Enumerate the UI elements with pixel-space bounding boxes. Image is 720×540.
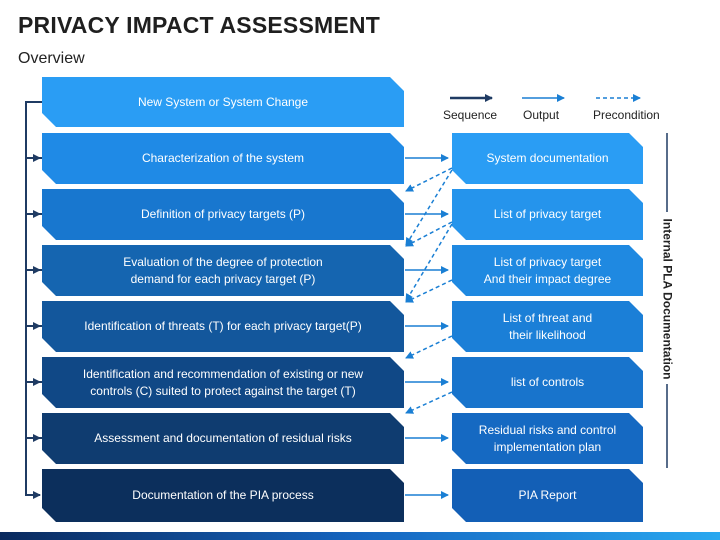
output-label: List of privacy target (493, 207, 602, 221)
output-label: Residual risks and control implementatio… (478, 422, 617, 454)
sequence-arrow (25, 213, 42, 274)
step-label: Identification of threats (T) for each p… (84, 319, 362, 333)
output-label: List of privacy target And their impact … (483, 254, 612, 286)
sequence-arrow (25, 325, 42, 386)
output-impact-degree: List of privacy target And their impact … (452, 245, 643, 296)
precondition-arrow (405, 279, 453, 303)
sequence-connectors (25, 101, 42, 499)
precondition-arrow (405, 335, 453, 359)
step-residual-risks: Assessment and documentation of residual… (42, 413, 404, 464)
step-label: Characterization of the system (141, 151, 305, 165)
step-controls: Identification and recommendation of exi… (42, 357, 404, 408)
step-threats: Identification of threats (T) for each p… (42, 301, 404, 352)
precondition-arrow (405, 223, 453, 302)
page-subtitle: Overview (18, 50, 85, 67)
output-list-privacy-target: List of privacy target (452, 189, 643, 240)
output-threat-likelihood: List of threat and their likelihood (452, 301, 643, 352)
output-label: System documentation (486, 151, 609, 165)
step-label: Documentation of the PIA process (132, 488, 314, 502)
sequence-arrow (25, 381, 42, 442)
legend-sequence-label: Sequence (443, 108, 498, 122)
sequence-arrow (25, 269, 42, 330)
precondition-arrow (405, 391, 453, 414)
step-new-system: New System or System Change (42, 77, 404, 127)
bottom-accent-bar (0, 532, 720, 540)
step-characterization: Characterization of the system (42, 133, 404, 184)
precondition-arrow (405, 169, 453, 246)
sequence-arrow (25, 157, 42, 218)
legend-output-label: Output (523, 108, 560, 122)
legend-precondition-label: Precondition (593, 108, 660, 122)
precondition-connectors (405, 167, 453, 414)
output-list-controls: list of controls (452, 357, 643, 408)
output-pia-report: PIA Report (452, 469, 643, 522)
sequence-arrow (25, 437, 42, 499)
step-protection-demand: Evaluation of the degree of protection d… (42, 245, 404, 296)
output-label: List of threat and their likelihood (502, 310, 593, 342)
output-connectors (405, 154, 449, 499)
output-label: list of controls (510, 375, 585, 389)
page-title: PRIVACY IMPACT ASSESSMENT (18, 12, 380, 38)
step-label: Definition of privacy targets (P) (140, 207, 306, 221)
step-label: Evaluation of the degree of protection d… (123, 254, 323, 286)
precondition-arrow (405, 221, 453, 247)
precondition-arrow (405, 167, 453, 192)
step-label: Identification and recommendation of exi… (82, 366, 364, 398)
step-label: Assessment and documentation of residual… (94, 431, 352, 445)
output-label: PIA Report (518, 488, 577, 502)
step-pia-documentation: Documentation of the PIA process (42, 469, 404, 522)
step-privacy-targets: Definition of privacy targets (P) (42, 189, 404, 240)
output-system-documentation: System documentation (452, 133, 643, 184)
output-residual-risks-plan: Residual risks and control implementatio… (452, 413, 643, 464)
sequence-arrow (25, 101, 42, 162)
step-label: New System or System Change (137, 94, 309, 109)
